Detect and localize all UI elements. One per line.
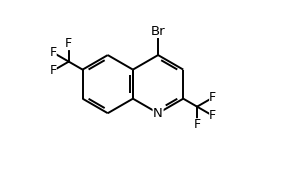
Text: F: F — [194, 118, 201, 131]
Text: N: N — [153, 107, 163, 120]
Text: F: F — [65, 37, 72, 50]
Text: F: F — [209, 91, 216, 104]
Text: Br: Br — [151, 25, 165, 38]
Text: F: F — [50, 46, 57, 59]
Text: F: F — [209, 109, 216, 122]
Text: F: F — [50, 64, 57, 77]
